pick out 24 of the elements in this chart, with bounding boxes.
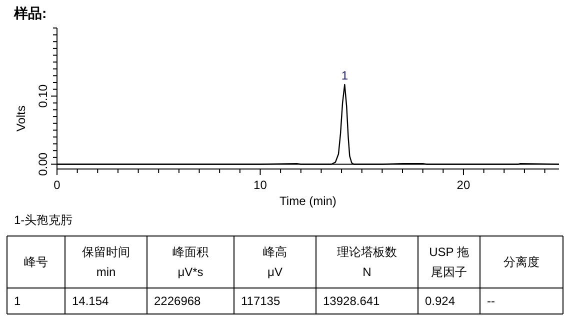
x-tick-label: 10 xyxy=(254,178,268,192)
text: 13928.641 xyxy=(323,294,380,308)
y-tick-label: 0.00 xyxy=(36,152,50,176)
text: 0.924 xyxy=(425,294,456,308)
annotation: 1 xyxy=(341,68,348,83)
x-tick-label: 0 xyxy=(54,178,61,192)
chart-title: 样品: xyxy=(13,5,47,21)
text: 117135 xyxy=(241,294,280,308)
x-axis-title: Time (min) xyxy=(280,194,336,208)
text: 理论塔板数 N xyxy=(337,245,397,279)
text: -- xyxy=(487,294,495,308)
text: 峰号 xyxy=(24,255,48,269)
text: USP 拖尾因子 xyxy=(429,245,469,279)
text: 2226968 xyxy=(154,294,202,308)
text: 保留时间 min xyxy=(82,245,130,279)
text: 1 xyxy=(14,294,21,308)
y-tick-label: 0.10 xyxy=(36,84,50,108)
x-tick-label: 20 xyxy=(456,178,470,192)
text: 峰高 μV xyxy=(263,245,287,279)
text: 分离度 xyxy=(504,255,540,269)
text: 1-头孢克肟 xyxy=(14,213,73,227)
y-axis-title: Volts xyxy=(14,105,28,132)
text: 14.154 xyxy=(72,294,110,308)
text: 峰面积 μV*s xyxy=(172,245,208,279)
